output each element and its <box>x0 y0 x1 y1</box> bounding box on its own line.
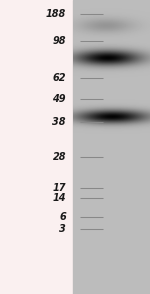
Text: 14: 14 <box>52 193 66 203</box>
Text: 98: 98 <box>52 36 66 46</box>
Bar <box>0 0 73 294</box>
Text: 17: 17 <box>52 183 66 193</box>
Text: 49: 49 <box>52 94 66 104</box>
Text: 62: 62 <box>52 73 66 83</box>
Bar <box>73 0 150 294</box>
Text: 6: 6 <box>59 212 66 222</box>
Text: 3: 3 <box>59 224 66 234</box>
Text: 188: 188 <box>46 9 66 19</box>
Text: 38: 38 <box>52 117 66 127</box>
Text: 28: 28 <box>52 152 66 162</box>
